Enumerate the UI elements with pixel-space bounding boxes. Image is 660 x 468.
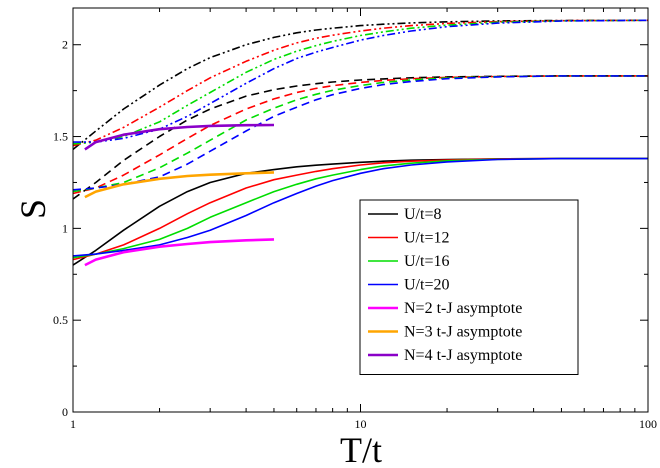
- axes: 0 0.5 1 1.5 2 1 10 100: [53, 7, 657, 431]
- y-tick-label: 0.5: [53, 313, 68, 327]
- x-axis-label: T/t: [340, 430, 382, 468]
- series-line-15: [84, 123, 275, 151]
- series-line-13: [84, 238, 275, 267]
- legend-label: U/t=16: [404, 253, 449, 270]
- series-line-3: [72, 157, 648, 259]
- series-line-6: [72, 75, 648, 195]
- plot-area: [72, 19, 649, 267]
- y-tick-label: 1: [62, 221, 68, 235]
- x-tick-label: 1: [70, 417, 76, 431]
- series-line-10: [72, 19, 649, 147]
- series-line-14: [84, 171, 275, 199]
- series-line-9: [72, 19, 649, 151]
- legend-label: N=4 t-J asymptote: [404, 347, 522, 364]
- legend-label: N=3 t-J asymptote: [404, 324, 522, 341]
- x-tick-label: 10: [355, 417, 367, 431]
- y-tick-label: 2: [62, 38, 68, 52]
- legend-label: U/t=12: [404, 230, 449, 247]
- series-line-12: [73, 19, 649, 143]
- series-line-4: [72, 157, 648, 257]
- series-line-5: [72, 75, 648, 200]
- series-line-8: [72, 75, 648, 191]
- y-tick-label: 1.5: [53, 130, 68, 144]
- legend-label: U/t=8: [404, 206, 441, 223]
- series-line-7: [72, 75, 648, 193]
- y-tick-label: 0: [62, 405, 68, 419]
- legend-box: [359, 199, 579, 375]
- legend-label: U/t=20: [404, 277, 449, 294]
- series-line-11: [72, 19, 649, 145]
- legend-label: N=2 t-J asymptote: [404, 300, 522, 317]
- legend: U/t=8 U/t=12 U/t=16 U/t=20 N=2 t-J asymptote…: [359, 199, 579, 375]
- y-axis-label: S: [13, 199, 53, 219]
- x-tick-label: 100: [639, 417, 657, 431]
